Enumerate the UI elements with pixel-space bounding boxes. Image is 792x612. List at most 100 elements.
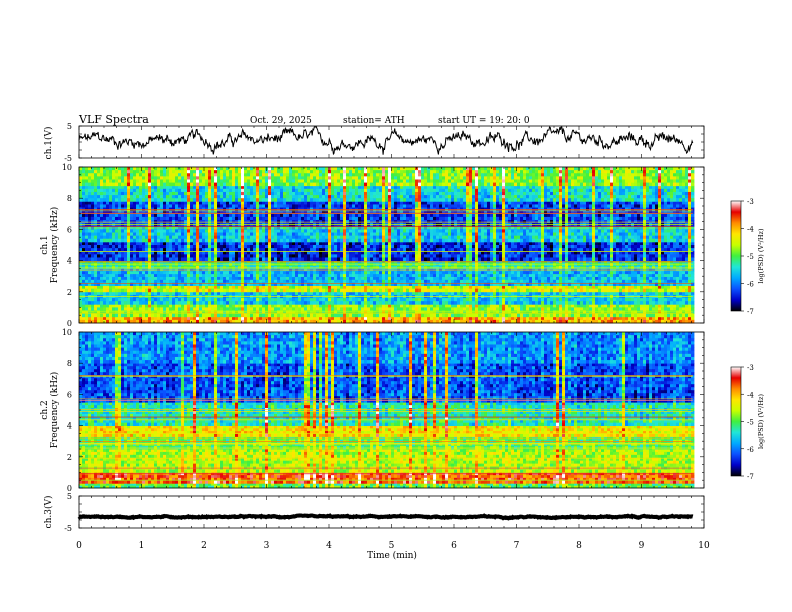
ch1-spectrogram-cell bbox=[448, 317, 451, 321]
ch1-spectrogram-cell bbox=[319, 314, 322, 318]
ch1-spectrogram-cell bbox=[682, 286, 685, 290]
ch1-spectrogram-cell bbox=[538, 298, 541, 302]
ch1-spectrogram-cell bbox=[514, 307, 517, 311]
ch1-spectrogram-cell bbox=[409, 314, 412, 318]
ch1-spectrogram-cell bbox=[271, 292, 274, 296]
ch1-spectrogram-cell bbox=[292, 286, 295, 290]
ch1-spectrogram-cell bbox=[643, 301, 646, 305]
ch1-spectrogram-cell bbox=[526, 286, 529, 290]
ch1-spectrogram-cell bbox=[664, 301, 667, 305]
ch1-spectrogram-cell bbox=[406, 307, 409, 311]
ch1-spectrogram-cell bbox=[478, 301, 481, 305]
ch1-spectrogram-cell bbox=[685, 304, 688, 308]
ch1-spectrogram-cell bbox=[451, 271, 454, 274]
ch1-spectrogram-cell bbox=[301, 289, 304, 293]
ch1-spectrogram-cell bbox=[253, 301, 256, 305]
ch1-spectrogram-cell bbox=[118, 304, 121, 308]
ch1-spectrogram-cell bbox=[688, 271, 691, 274]
ch1-spectrogram-cell bbox=[391, 292, 394, 296]
ch1-spectrogram-cell bbox=[313, 292, 316, 296]
ch1-spectrogram-cell bbox=[139, 274, 142, 277]
ch1-spectrogram-cell bbox=[199, 307, 202, 311]
ch1-spectrogram-cell bbox=[355, 317, 358, 321]
ch1-spectrogram-cell bbox=[433, 314, 436, 318]
ch1-spectrogram-cell bbox=[172, 307, 175, 311]
ch1-spectrogram-cell bbox=[217, 271, 220, 274]
ch1-spectrogram-cell bbox=[226, 289, 229, 293]
ch1-spectrogram-cell bbox=[301, 314, 304, 318]
ch1-spectrogram-cell bbox=[118, 271, 121, 274]
ch1-spectrogram-cell bbox=[634, 298, 637, 302]
ch1-spectrogram-cell bbox=[412, 271, 415, 274]
ch1-spectrogram-cell bbox=[346, 289, 349, 293]
ch1-spectrogram-cell bbox=[472, 289, 475, 293]
ch1-spectrogram-cell bbox=[403, 304, 406, 308]
ch1-spectrogram-cell bbox=[364, 301, 367, 305]
ch1-spectrogram-cell bbox=[610, 307, 613, 311]
ch1-spectrogram-cell bbox=[280, 292, 283, 296]
ch1-spectrogram-cell bbox=[487, 317, 490, 321]
ch1-spectrogram-cell bbox=[436, 271, 439, 274]
ch1-spectrogram-cell bbox=[370, 286, 373, 290]
ch1-spectrogram-cell bbox=[238, 317, 241, 321]
ch1-spectrogram-cell bbox=[616, 286, 619, 290]
ch1-spectrogram-cell bbox=[529, 301, 532, 305]
ch1-spectrogram-cell bbox=[271, 304, 274, 308]
ch1-spectrogram-cell bbox=[223, 317, 226, 321]
ch1-spectrogram-cell bbox=[364, 314, 367, 318]
ch1-spectrogram-cell bbox=[220, 298, 223, 302]
ch1-spectrogram-cell bbox=[625, 317, 628, 321]
ch1-spectrogram-cell bbox=[373, 304, 376, 308]
ch1-spectrogram-cell bbox=[136, 307, 139, 311]
ch1-spectrogram-cell bbox=[133, 286, 136, 290]
ch1-spectrogram-cell bbox=[553, 314, 556, 318]
ch1-spectrogram-cell bbox=[529, 271, 532, 274]
ch1-spectrogram-cell bbox=[247, 301, 250, 305]
ch1-spectrogram-cell bbox=[133, 301, 136, 305]
ch1-spectrogram-cell bbox=[502, 271, 505, 274]
ch1-spectrogram-cell bbox=[655, 289, 658, 293]
ch1-spectrogram-cell bbox=[574, 317, 577, 321]
ch1-spectrogram-cell bbox=[388, 298, 391, 302]
ch1-spectrogram-cell bbox=[292, 301, 295, 305]
ch1-spectrogram-cell bbox=[604, 289, 607, 293]
ch1-spectrogram-cell bbox=[385, 307, 388, 311]
ch1-spectrogram-cell bbox=[106, 298, 109, 302]
ch1-spectrogram-cell bbox=[247, 271, 250, 274]
ch1-spectrogram-cell bbox=[100, 271, 103, 274]
ch1-spectrogram-cell bbox=[478, 292, 481, 296]
ch1-spectrogram-cell bbox=[634, 314, 637, 318]
ch1-spectrogram-cell bbox=[274, 298, 277, 302]
ch1-spectrogram-cell bbox=[541, 271, 544, 274]
ch1-spectrogram-cell bbox=[679, 317, 682, 321]
ch1-spectrogram-cell bbox=[250, 317, 253, 321]
ch1-spectrogram-cell bbox=[523, 289, 526, 293]
ch1-spectrogram-cell bbox=[277, 314, 280, 318]
ch1-spectrogram-cell bbox=[241, 289, 244, 293]
ch1-spectrogram-cell bbox=[244, 286, 247, 290]
ch1-spectrogram-cell bbox=[79, 301, 82, 305]
ch1-spectrogram-cell bbox=[145, 274, 148, 277]
ch1-spectrogram-cell bbox=[667, 298, 670, 302]
ch1-spectrogram-cell bbox=[442, 289, 445, 293]
ch1-spectrogram-cell bbox=[490, 314, 493, 318]
ch1-spectrogram-cell bbox=[295, 292, 298, 296]
ch1-spectrogram-cell bbox=[550, 271, 553, 274]
ch1-spectrogram-cell bbox=[97, 317, 100, 321]
ch1-spectrogram-cell bbox=[277, 301, 280, 305]
ch1-spectrogram-cell bbox=[127, 274, 130, 277]
ch1-spectrogram-cell bbox=[481, 304, 484, 308]
ch1-spectrogram-cell bbox=[535, 317, 538, 321]
ch1-spectrogram-cell bbox=[568, 307, 571, 311]
ch1-spectrogram-cell bbox=[529, 307, 532, 311]
ch1-spectrogram-cell bbox=[535, 298, 538, 302]
ch1-spectrogram-cell bbox=[388, 289, 391, 293]
ch1-spectrogram-cell bbox=[601, 304, 604, 308]
ch1-spectrogram-cell bbox=[685, 314, 688, 318]
ch1-spectrogram-cell bbox=[160, 292, 163, 296]
ch1-spectrogram-cell bbox=[589, 271, 592, 274]
ch1-spectrogram-cell bbox=[622, 286, 625, 290]
ch1-spectrogram-cell bbox=[433, 307, 436, 311]
ch1-spectrogram-cell bbox=[352, 292, 355, 296]
ch1-spectrogram-cell bbox=[190, 271, 193, 274]
